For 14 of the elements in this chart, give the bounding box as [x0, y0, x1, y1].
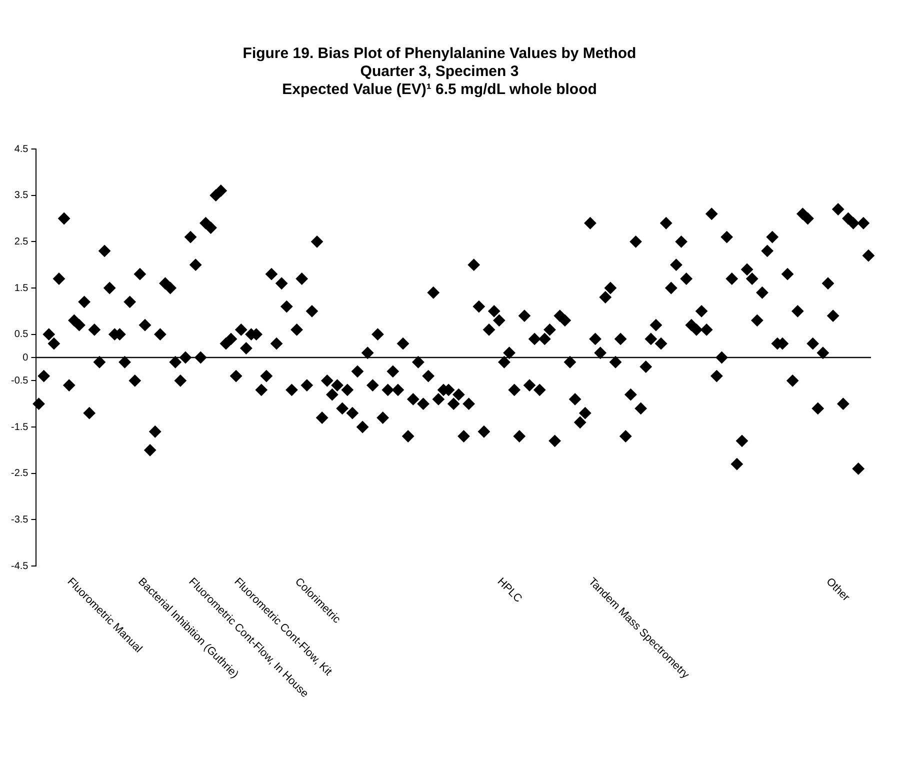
y-tick-label: -4.5: [10, 560, 29, 572]
y-tick-label: 0.5: [14, 329, 29, 340]
y-tick-label: 1.5: [14, 282, 29, 294]
y-tick-label: -3.5: [10, 514, 29, 526]
y-tick-label: 2.5: [14, 236, 29, 248]
text: Quarter 3, Specimen 3: [360, 63, 519, 80]
y-tick-label: 0: [22, 352, 29, 364]
y-tick-label: 4.5: [14, 144, 29, 155]
y-tick-label: -0.5: [10, 375, 29, 386]
chart-title: Figure 19. Bias Plot of Phenylalanine Values by Method: [242, 45, 636, 62]
text: Expected Value (EV)¹ 6.5 mg/dL whole blood: [282, 81, 597, 98]
y-tick-label: -2.5: [10, 468, 29, 480]
y-tick-label: 3.5: [14, 190, 29, 202]
y-tick-label: -1.5: [10, 422, 29, 433]
